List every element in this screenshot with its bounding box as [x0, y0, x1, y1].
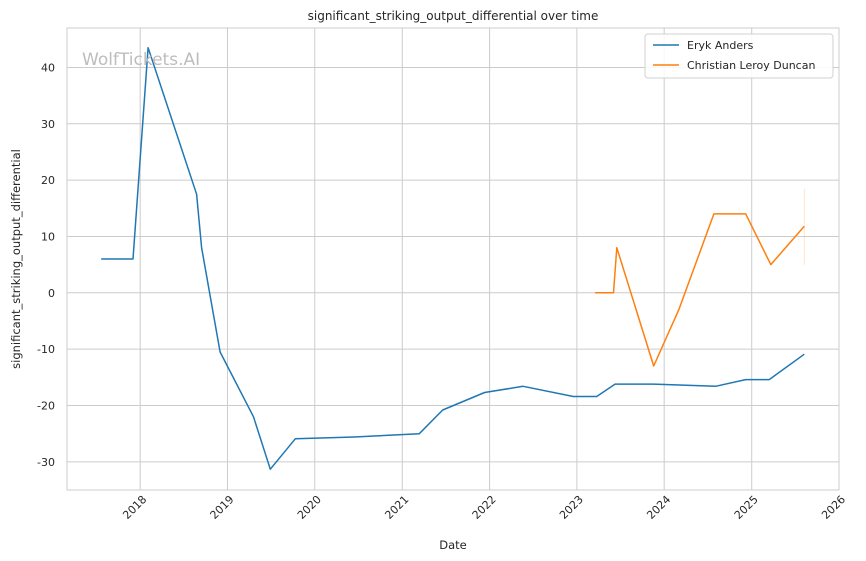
- series-line-christian-leroy-duncan: [595, 213, 805, 367]
- legend-label-christian-leroy-duncan: Christian Leroy Duncan: [687, 59, 815, 72]
- legend-label-eryk-anders: Eryk Anders: [687, 39, 754, 52]
- series-line-eryk-anders: [101, 46, 805, 470]
- series-lines: [101, 46, 805, 470]
- legend: Eryk Anders Christian Leroy Duncan: [644, 33, 834, 79]
- y-tick-label-20: 20: [41, 174, 55, 187]
- y-tick-label-10: 10: [41, 230, 55, 243]
- x-axis-label: Date: [439, 538, 467, 552]
- y-tick-label-40: 40: [41, 61, 55, 74]
- plot-frame: [66, 27, 840, 491]
- y-tick-label--20: -20: [37, 399, 55, 412]
- plot-background: [67, 28, 839, 490]
- plot-area: [66, 27, 840, 491]
- y-tick-label--10: -10: [37, 343, 55, 356]
- watermark-text: WolfTickets.AI: [82, 50, 200, 70]
- legend-box: [644, 33, 834, 79]
- chart-title: significant_striking_output_differential…: [308, 9, 599, 23]
- y-tick-label-30: 30: [41, 118, 55, 131]
- y-tick-label--30: -30: [37, 456, 55, 469]
- y-axis-label: significant_striking_output_differential: [9, 149, 23, 369]
- y-tick-label-0: 0: [48, 287, 55, 300]
- y-axis-ticks: -30 -20 -10 0 10 20 30 40: [37, 61, 55, 468]
